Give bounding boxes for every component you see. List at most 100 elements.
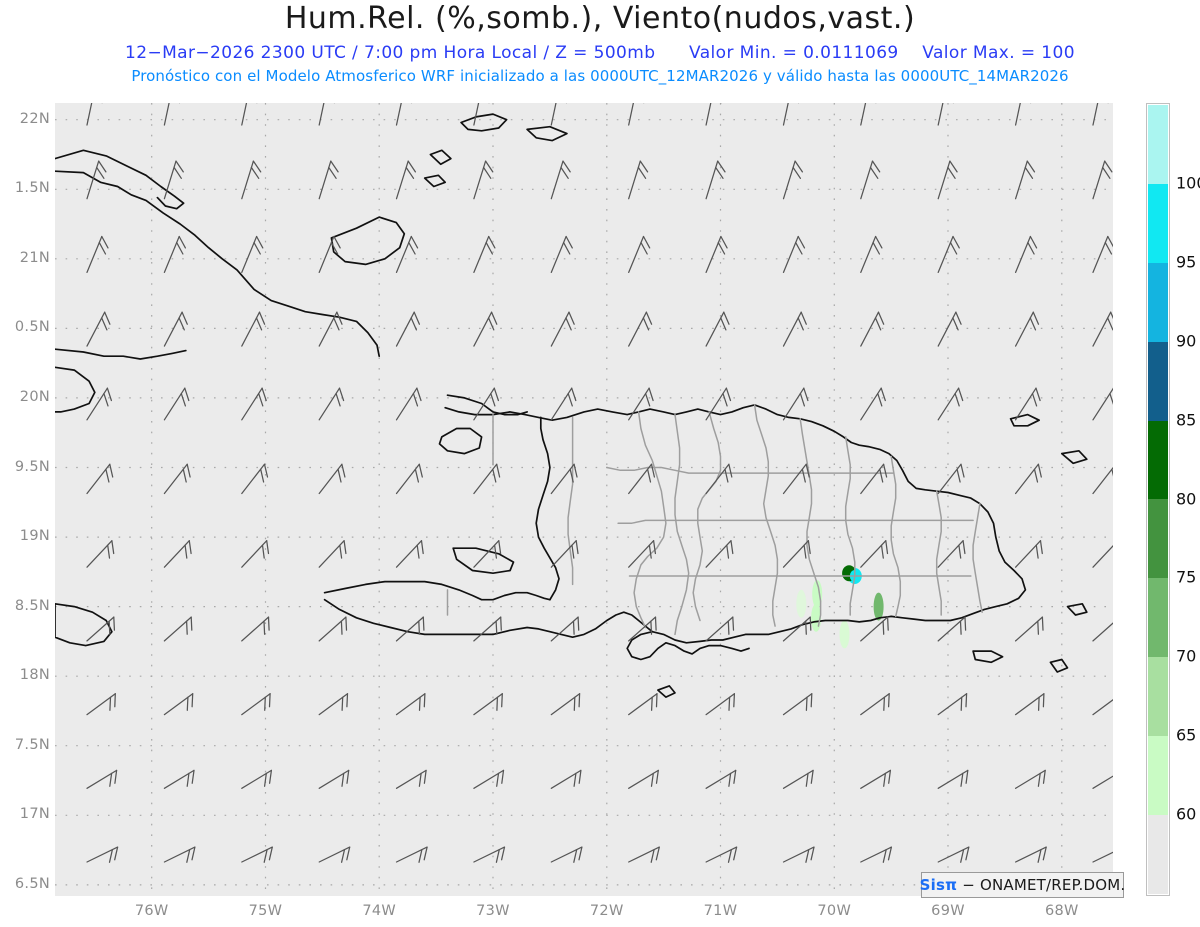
wind-barb-flag: [958, 544, 962, 559]
wind-barb-flag: [560, 166, 569, 179]
wind-barb-flag: [797, 317, 804, 331]
wind-barb-flag: [330, 160, 339, 173]
wind-barb-flag: [263, 772, 267, 787]
wind-barb-flag: [333, 235, 341, 249]
wind-barb-flag: [495, 848, 500, 863]
wind-barb-flag: [1029, 235, 1038, 249]
wind-barb-flag: [253, 241, 261, 255]
wind-barb-flag: [268, 693, 271, 708]
wind-barb-flag: [722, 392, 728, 407]
wind-barb-flag: [885, 540, 889, 555]
logo-text: Sisπ − ONAMET/REP.DOM.: [920, 876, 1126, 894]
wind-barb-flag: [488, 235, 496, 249]
wind-barb-flag: [646, 468, 652, 483]
humidity-patch: [839, 620, 850, 649]
y-axis-tick: 22N: [19, 110, 50, 127]
wind-barb-flag: [484, 160, 494, 173]
wind-barb-flag: [186, 848, 191, 863]
logo-agency: ONAMET/REP.DOM.: [979, 876, 1126, 894]
wind-barb-flag: [343, 540, 347, 555]
wind-barb-flag: [261, 387, 267, 402]
wind-barb-flag: [1039, 540, 1043, 555]
wind-barb-flag: [728, 696, 731, 711]
y-axis-tick: 6.5N: [14, 875, 50, 892]
wind-barb-flag: [250, 166, 260, 179]
wind-barb-flag: [571, 387, 577, 402]
wind-barb-flag: [877, 392, 883, 407]
map-plot-area[interactable]: [55, 103, 1113, 896]
wind-barb-flag: [487, 317, 495, 331]
wind-barb-flag: [654, 616, 657, 631]
wind-barb-flag: [178, 235, 187, 249]
colorbar-tick: 95: [1176, 252, 1197, 272]
wind-barb-flag: [886, 616, 889, 631]
wind-barb-flag: [947, 166, 956, 179]
wind-barb-shaft: [1092, 699, 1113, 716]
wind-barb-flag: [810, 846, 815, 861]
wind-barb-flag: [340, 848, 346, 863]
wind-barb-flag: [108, 848, 114, 863]
wind-barb-flag: [338, 387, 345, 402]
wind-barb-flag: [263, 620, 266, 635]
wind-barb-flag: [1033, 468, 1039, 483]
wind-barb-flag: [810, 769, 814, 784]
wind-barb-flag: [720, 235, 728, 249]
wind-barb-flag: [952, 317, 959, 331]
wind-barb-flag: [101, 235, 109, 249]
wind-barb-flag: [178, 317, 185, 331]
wind-barb-flag: [191, 693, 194, 708]
x-axis-tick: 76W: [134, 903, 169, 919]
wind-barb-flag: [1037, 463, 1042, 478]
wind-barb-flag: [648, 387, 654, 402]
wind-barb-flag: [186, 696, 189, 711]
wind-barb-flag: [726, 544, 730, 559]
wind-barb-flag: [492, 468, 497, 483]
wind-barb-flag: [572, 620, 575, 635]
wind-barb-flag: [341, 463, 346, 478]
wind-barb-flag: [258, 311, 266, 325]
wind-barb-flag: [949, 241, 958, 255]
wind-barb-flag: [1024, 166, 1034, 179]
wind-barb-flag: [728, 463, 733, 478]
wind-barb-flag: [184, 387, 190, 402]
wind-barb-flag: [642, 235, 651, 249]
wind-barb-shaft: [628, 103, 635, 126]
wind-barb-flag: [955, 311, 962, 325]
wind-barb-flag: [267, 616, 270, 631]
wind-barb-flag: [490, 392, 496, 407]
wind-barb-flag: [637, 166, 647, 179]
wind-barb-shaft: [782, 103, 789, 126]
wind-barb-flag: [339, 544, 343, 559]
wind-barb-shaft: [395, 103, 402, 126]
wind-barb-flag: [104, 311, 111, 325]
colorbar-band: [1148, 815, 1168, 894]
wind-barb-shaft: [1092, 775, 1113, 789]
wind-barb-shaft: [937, 103, 944, 126]
wind-barb-flag: [263, 463, 269, 478]
wind-barb-shaft: [86, 103, 93, 126]
wind-barb-flag: [418, 696, 421, 711]
wind-barb-shaft: [1014, 103, 1021, 126]
wind-barb-flag: [792, 166, 802, 179]
wind-barb-flag: [727, 848, 733, 863]
wind-barb-flag: [418, 620, 421, 635]
wind-barb-shaft: [318, 103, 325, 126]
wind-barb-flag: [330, 241, 339, 255]
wind-barb-flag: [801, 468, 806, 483]
y-axis-tick: 7.5N: [14, 736, 50, 753]
wind-barb-flag: [957, 387, 964, 402]
wind-barb-flag: [268, 846, 273, 861]
colorbar[interactable]: [1146, 103, 1170, 896]
wind-barb-flag: [797, 235, 806, 249]
wind-barb-flag: [1031, 392, 1038, 407]
wind-barb-flag: [107, 544, 111, 559]
wind-barb-flag: [346, 846, 351, 861]
forecast-meta-line: 12−Mar−2026 2300 UTC / 7:00 pm Hora Loca…: [0, 43, 1200, 63]
wind-barb-shaft: [1092, 851, 1113, 863]
colorbar-tick: 85: [1176, 410, 1197, 430]
value-max-label: Valor Max. = 100: [922, 43, 1075, 63]
wind-barb-flag: [1109, 392, 1113, 405]
wind-barb-flag: [882, 463, 888, 478]
wind-barb-flag: [644, 392, 651, 407]
wind-barb-flag: [412, 392, 419, 407]
